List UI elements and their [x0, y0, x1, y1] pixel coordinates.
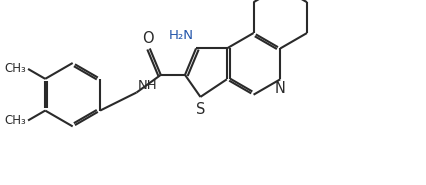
Text: N: N	[275, 81, 286, 97]
Text: S: S	[196, 102, 205, 117]
Text: CH₃: CH₃	[4, 114, 26, 127]
Text: H₂N: H₂N	[169, 29, 194, 42]
Text: CH₃: CH₃	[4, 62, 26, 75]
Text: NH: NH	[138, 79, 157, 92]
Text: O: O	[142, 31, 154, 46]
